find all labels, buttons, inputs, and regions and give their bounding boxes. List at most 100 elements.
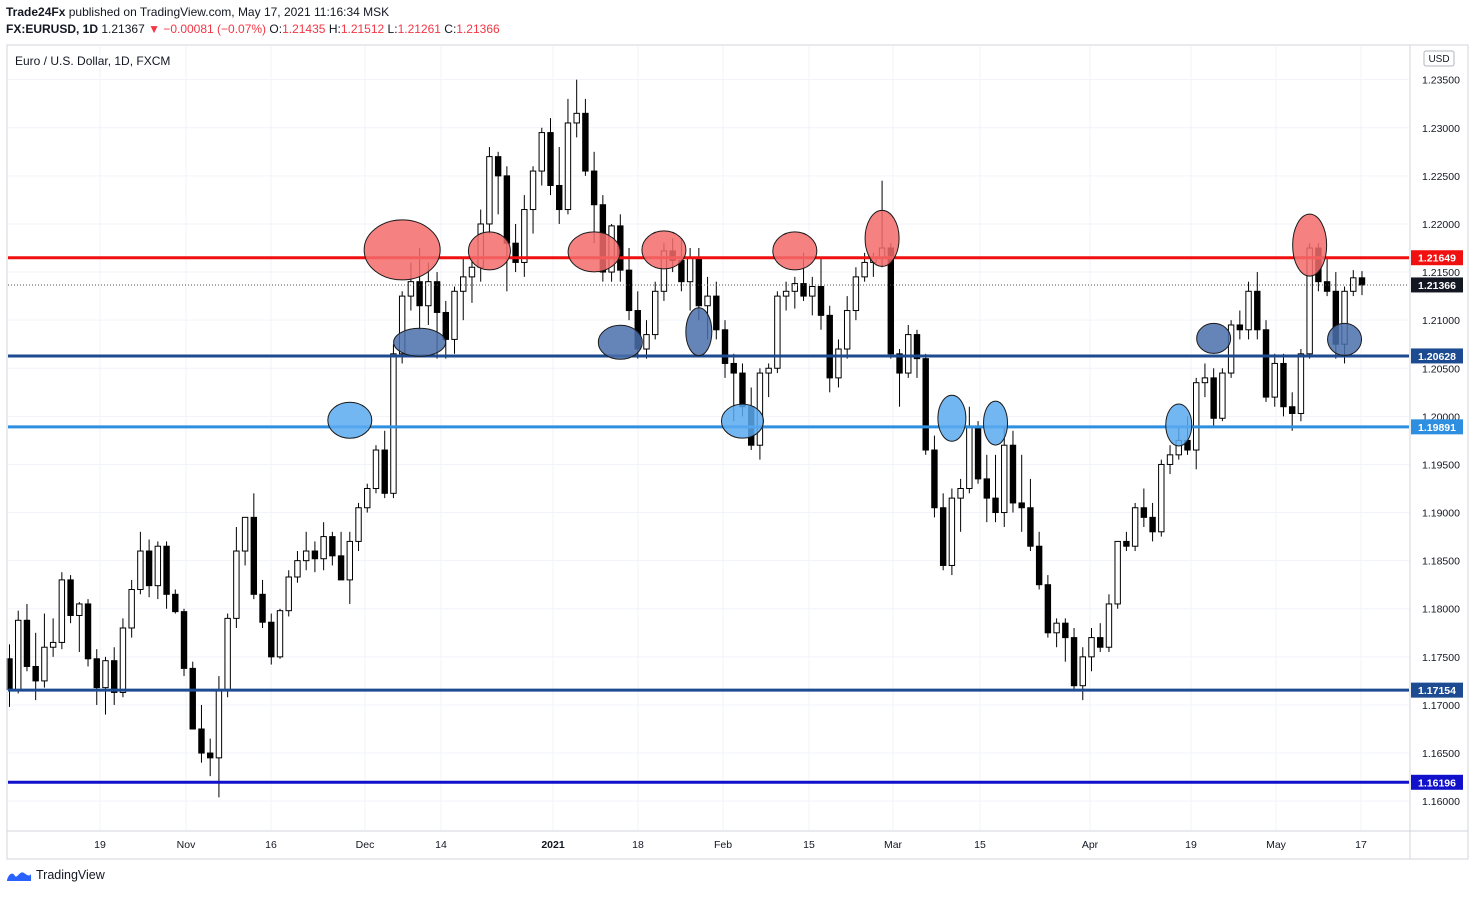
candle[interactable]	[337, 531, 345, 581]
plot-area[interactable]	[6, 79, 1409, 798]
candle[interactable]	[145, 539, 153, 598]
candle[interactable]	[259, 579, 266, 628]
marker-red[interactable]	[1292, 213, 1328, 277]
candle[interactable]	[468, 257, 476, 303]
candle[interactable]	[311, 541, 319, 573]
candle[interactable]	[6, 644, 13, 707]
candle[interactable]	[486, 147, 493, 234]
candle[interactable]	[268, 613, 275, 665]
candle[interactable]	[15, 610, 22, 694]
candle[interactable]	[983, 454, 990, 523]
candle[interactable]	[1254, 272, 1261, 340]
candle[interactable]	[564, 98, 572, 215]
candle[interactable]	[1358, 271, 1366, 296]
candle[interactable]	[1114, 540, 1121, 609]
candle[interactable]	[84, 599, 92, 667]
candle[interactable]	[905, 324, 912, 378]
candle[interactable]	[852, 267, 860, 321]
candle[interactable]	[922, 353, 929, 455]
candle[interactable]	[137, 531, 144, 595]
candle[interactable]	[215, 676, 223, 798]
candle[interactable]	[372, 445, 380, 494]
candle[interactable]	[23, 603, 31, 672]
candle[interactable]	[791, 276, 799, 309]
candle[interactable]	[1193, 377, 1200, 470]
candle[interactable]	[390, 344, 397, 499]
candle[interactable]	[224, 613, 231, 698]
candle[interactable]	[1035, 531, 1043, 590]
candle[interactable]	[1149, 502, 1156, 542]
candle[interactable]	[625, 248, 633, 321]
candle[interactable]	[1062, 618, 1069, 662]
candle[interactable]	[1219, 368, 1226, 422]
candle[interactable]	[1140, 488, 1148, 527]
marker-red[interactable]	[467, 231, 511, 271]
tradingview-footer[interactable]: TradingView	[6, 868, 105, 882]
candle[interactable]	[76, 602, 83, 653]
candle[interactable]	[643, 320, 650, 359]
candle[interactable]	[974, 421, 982, 484]
time-axis[interactable]: 19 Nov 16 Dec 14 2021 18 Feb 15 Mar 15 Apr 19 May 17	[94, 839, 1367, 851]
candle[interactable]	[590, 151, 598, 244]
candle[interactable]	[1105, 594, 1113, 653]
candle[interactable]	[276, 608, 284, 659]
candle[interactable]	[582, 98, 589, 176]
candle[interactable]	[241, 516, 249, 566]
candle[interactable]	[992, 454, 999, 523]
candle[interactable]	[713, 281, 720, 340]
marker-blue_light[interactable]	[327, 401, 373, 439]
candle[interactable]	[1210, 368, 1217, 426]
candle[interactable]	[189, 661, 196, 730]
candle[interactable]	[172, 589, 179, 614]
candle[interactable]	[1271, 353, 1278, 407]
candle[interactable]	[1070, 627, 1078, 691]
candle[interactable]	[573, 79, 580, 138]
candle[interactable]	[494, 151, 502, 215]
candle[interactable]	[233, 526, 240, 628]
candle[interactable]	[320, 522, 327, 571]
marker-blue_light[interactable]	[983, 400, 1009, 446]
candle[interactable]	[966, 406, 973, 494]
level-price-label[interactable]: 1.16196	[1411, 774, 1463, 790]
candle[interactable]	[843, 296, 851, 359]
candle[interactable]	[285, 570, 292, 617]
marker-red[interactable]	[567, 231, 621, 273]
level-price-label[interactable]: 1.21649	[1411, 250, 1463, 266]
candle[interactable]	[58, 572, 66, 650]
marker-red[interactable]	[772, 231, 818, 271]
level-price-label[interactable]: 1.19891	[1411, 419, 1463, 435]
candle[interactable]	[556, 147, 563, 224]
candle[interactable]	[1323, 257, 1331, 297]
candle[interactable]	[652, 281, 659, 340]
candle[interactable]	[198, 704, 205, 763]
candle[interactable]	[355, 502, 362, 552]
candle[interactable]	[128, 579, 135, 638]
marker-blue_dark[interactable]	[685, 307, 713, 357]
candle[interactable]	[93, 649, 100, 705]
candle[interactable]	[782, 281, 790, 311]
marker-red[interactable]	[363, 219, 441, 281]
candle[interactable]	[1201, 363, 1209, 398]
candle[interactable]	[512, 223, 519, 273]
level-price-label[interactable]: 1.17154	[1411, 682, 1463, 698]
marker-blue_dark[interactable]	[1327, 322, 1363, 356]
candle[interactable]	[1018, 454, 1025, 532]
candle[interactable]	[1088, 627, 1095, 672]
currency-badge[interactable]: USD	[1423, 50, 1455, 67]
candle[interactable]	[1079, 647, 1086, 701]
candle[interactable]	[1001, 425, 1008, 527]
candle[interactable]	[1280, 353, 1287, 417]
candle[interactable]	[1262, 320, 1270, 402]
candle[interactable]	[1166, 445, 1174, 475]
candle[interactable]	[1053, 618, 1060, 648]
candle[interactable]	[931, 435, 938, 518]
marker-blue_dark[interactable]	[1196, 322, 1232, 354]
candle[interactable]	[538, 127, 545, 186]
candle[interactable]	[163, 541, 170, 609]
candle[interactable]	[1245, 281, 1252, 340]
candle[interactable]	[1097, 623, 1104, 653]
candle[interactable]	[1227, 320, 1235, 378]
marker-blue_light[interactable]	[720, 403, 764, 439]
candle[interactable]	[896, 349, 903, 407]
candle[interactable]	[67, 575, 74, 624]
